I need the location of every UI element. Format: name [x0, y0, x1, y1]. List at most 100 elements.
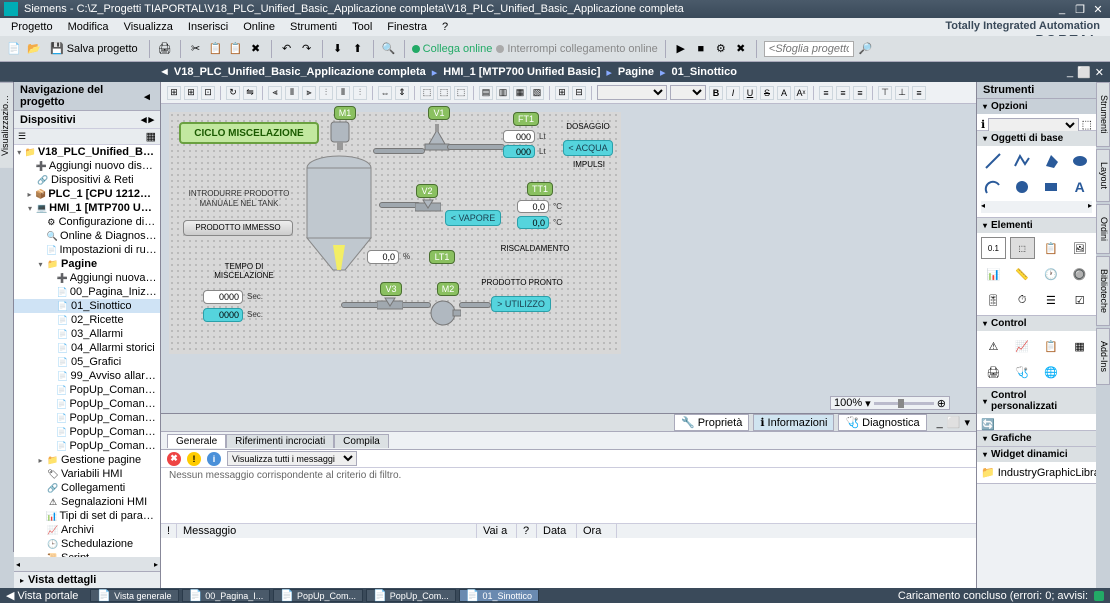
menu-item[interactable]: Online [236, 20, 282, 34]
time-val-2[interactable]: 0000 [203, 308, 243, 322]
super-icon[interactable]: Aˣ [794, 86, 808, 100]
misc-tool[interactable] [1067, 361, 1092, 383]
sim-icon[interactable]: ▶ [673, 41, 689, 57]
ta-center-icon[interactable]: ≡ [836, 86, 850, 100]
align-icon[interactable]: ⊞ [184, 86, 198, 100]
rside-tab[interactable]: Biblioteche [1096, 256, 1110, 326]
portal-view-button[interactable]: ◀ Vista portale [6, 589, 78, 602]
rside-tab[interactable]: Layout [1096, 149, 1110, 202]
m1-label[interactable]: M1 [334, 106, 356, 120]
ta-right-icon[interactable]: ≡ [853, 86, 867, 100]
mirror-icon[interactable]: ⇋ [243, 86, 257, 100]
tree-row[interactable]: ➕Aggiungi nuova p... [14, 271, 160, 285]
stop-icon[interactable]: ■ [693, 41, 709, 57]
time-val-1[interactable]: 0000 [203, 290, 243, 304]
search-go-icon[interactable]: 🔎 [858, 41, 874, 57]
tree-row[interactable]: ▾📁Pagine [14, 257, 160, 271]
va-icon[interactable]: ≡ [912, 86, 926, 100]
menu-item[interactable]: Progetto [4, 20, 60, 34]
dial-tool[interactable]: ⏱ [1010, 289, 1035, 311]
circle-tool[interactable] [1010, 176, 1035, 198]
iofield-tool[interactable]: 0.1 [981, 237, 1006, 259]
arc-tool[interactable] [981, 176, 1006, 198]
tree-row[interactable]: 🔍Online & Diagnostica [14, 229, 160, 243]
acqua-button[interactable]: < ACQUA [563, 140, 613, 156]
open-editor-tab[interactable]: 📄PopUp_Com... [366, 589, 456, 602]
polyline-tool[interactable] [1010, 150, 1035, 172]
info-tab[interactable]: ℹInformazioni [753, 414, 834, 431]
menu-item[interactable]: Modifica [61, 20, 116, 34]
align-left-icon[interactable]: ⫷ [268, 86, 282, 100]
graphics-section[interactable]: Grafiche [977, 431, 1096, 446]
tree-row[interactable]: 🕒Schedulazione [14, 537, 160, 551]
upload-icon[interactable]: ⬆ [350, 41, 366, 57]
v2-label[interactable]: V2 [416, 184, 438, 198]
graphic-tool[interactable]: 🖼 [1067, 237, 1092, 259]
tree-row[interactable]: ▾📁V18_PLC_Unified_Basic_App... [14, 145, 160, 159]
table-tool[interactable]: ▦ [1067, 335, 1092, 357]
valve-v2-graphic[interactable] [415, 198, 441, 216]
crumb[interactable]: V18_PLC_Unified_Basic_Applicazione compl… [174, 66, 426, 78]
button-tool[interactable]: ⬚ [1010, 237, 1035, 259]
diag-tool[interactable]: 🩺 [1010, 361, 1035, 383]
opzioni-section[interactable]: Opzioni [977, 99, 1096, 114]
valve-v3-graphic[interactable] [377, 296, 403, 314]
bar-tool[interactable]: 📊 [981, 263, 1006, 285]
open-editor-tab[interactable]: 📄Vista generale [90, 589, 178, 602]
maximize-button[interactable]: ❐ [1072, 3, 1088, 16]
symbolic-tool[interactable]: 📋 [1039, 237, 1064, 259]
size-icon[interactable]: ⬚ [420, 86, 434, 100]
rect-tool[interactable] [1039, 176, 1064, 198]
menu-item[interactable]: Inserisci [181, 20, 235, 34]
order-icon[interactable]: ▥ [496, 86, 510, 100]
paste-icon[interactable]: 📋 [228, 41, 244, 57]
crumb[interactable]: HMI_1 [MTP700 Unified Basic] [443, 66, 600, 78]
ft1-val-2[interactable]: 000 [503, 145, 535, 158]
crumb[interactable]: 01_Sinottico [672, 66, 737, 78]
cut-icon[interactable]: ✂ [188, 41, 204, 57]
align-top-icon[interactable]: ⫶ [319, 86, 333, 100]
nav-next-icon[interactable]: ▸ [148, 113, 154, 126]
tree-row[interactable]: ⚙Configurazione dispo... [14, 215, 160, 229]
search-icon[interactable]: 🔍 [381, 41, 397, 57]
print-tool[interactable]: 🖨 [981, 361, 1006, 383]
tree-row[interactable]: 📈Archivi [14, 523, 160, 537]
inspector-ctrl-icon[interactable]: ⬜ [947, 416, 961, 429]
tree-row[interactable]: 📄03_Allarmi [14, 327, 160, 341]
tree-row[interactable]: 🔗Collegamenti [14, 481, 160, 495]
order-icon[interactable]: ▤ [479, 86, 493, 100]
inspector-ctrl-icon[interactable]: ▾ [964, 416, 970, 429]
alarm-tool[interactable]: ⚠ [981, 335, 1006, 357]
size-icon[interactable]: ⬚ [454, 86, 468, 100]
widgets-section[interactable]: Widget dinamici [977, 447, 1096, 462]
editor-canvas-area[interactable]: CICLO MISCELAZIONE INTRODURRE PRODOTTO M… [161, 104, 976, 413]
hmi-canvas[interactable]: CICLO MISCELAZIONE INTRODURRE PRODOTTO M… [169, 112, 621, 354]
tree-row[interactable]: 📄02_Ricette [14, 313, 160, 327]
widget-lib-item[interactable]: 📁IndustryGraphicLibrary [981, 466, 1092, 479]
diagnostics-tab[interactable]: 🩺Diagnostica [838, 414, 926, 431]
ungroup-icon[interactable]: ⊟ [572, 86, 586, 100]
tree-row[interactable]: ⚠Segnalazioni HMI [14, 495, 160, 509]
dist-v-icon[interactable]: ⇕ [395, 86, 409, 100]
menu-item[interactable]: Finestra [380, 20, 434, 34]
delete-icon[interactable]: ✖ [248, 41, 264, 57]
rside-tab[interactable]: Strumenti [1096, 82, 1110, 147]
tree-row[interactable]: 📄PopUp_Comando... [14, 411, 160, 425]
close-button[interactable]: ✕ [1090, 3, 1106, 16]
copy-icon[interactable]: 📋 [208, 41, 224, 57]
tree-row[interactable]: 📄PopUp_Comando... [14, 425, 160, 439]
window-control-icon[interactable]: ✕ [1095, 66, 1104, 79]
tt1-val-2[interactable]: 0,0 [517, 216, 549, 229]
crossref-tab[interactable]: Riferimenti incrociati [226, 434, 334, 448]
tree-toolbar-icon[interactable]: ☰ [18, 131, 26, 142]
error-filter-icon[interactable]: ✖ [167, 452, 181, 466]
go-offline-button[interactable]: Interrompi collegamento online [496, 43, 657, 55]
info-filter-icon[interactable]: i [207, 452, 221, 466]
utilizzo-button[interactable]: > UTILIZZO [491, 296, 551, 312]
size-icon[interactable]: ⬚ [437, 86, 451, 100]
open-editor-tab[interactable]: 📄01_Sinottico [459, 589, 539, 602]
underline-icon[interactable]: U [743, 86, 757, 100]
italic-icon[interactable]: I [726, 86, 740, 100]
tree-row[interactable]: 📄99_Avviso allarme [14, 369, 160, 383]
tree-row[interactable]: 📄04_Allarmi storici [14, 341, 160, 355]
